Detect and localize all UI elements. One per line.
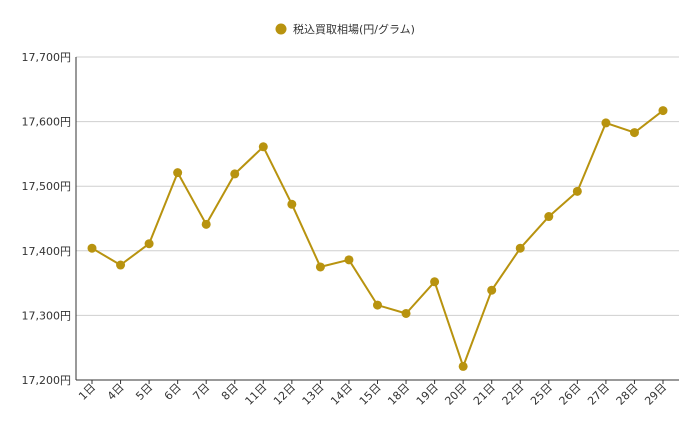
data-point — [544, 212, 554, 222]
x-tick-label: 19日 — [414, 381, 441, 408]
x-tick-label: 22日 — [500, 381, 527, 408]
data-point — [373, 300, 382, 310]
x-tick-label: 6日 — [162, 381, 184, 403]
x-tick-label: 13日 — [300, 381, 327, 408]
data-point — [173, 168, 183, 178]
data-point — [144, 239, 154, 249]
x-tick-label: 1日 — [76, 381, 98, 403]
x-tick-label: 15日 — [357, 381, 384, 408]
y-tick-label: 17,400円 — [22, 245, 72, 258]
data-point — [315, 262, 325, 272]
x-tick-label: 21日 — [471, 381, 498, 408]
data-point — [258, 142, 268, 152]
data-point — [230, 169, 240, 179]
x-tick-label: 25日 — [528, 381, 555, 408]
axes — [75, 57, 679, 384]
y-tick-label: 17,600円 — [22, 116, 72, 129]
x-tick-label: 29日 — [642, 381, 669, 408]
series-line — [91, 109, 664, 368]
x-tick-label: 8日 — [219, 381, 241, 403]
legend: 税込買取相場(円/グラム) — [275, 22, 415, 36]
data-point — [487, 285, 497, 295]
legend-marker — [275, 23, 287, 35]
data-point — [401, 308, 411, 318]
data-point — [87, 243, 97, 253]
x-tick-label: 20日 — [442, 381, 469, 408]
x-tick-label: 7日 — [190, 381, 212, 403]
series — [87, 106, 668, 371]
y-tick-label: 17,500円 — [22, 180, 72, 193]
y-tick-label: 17,200円 — [22, 374, 72, 387]
x-tick-label: 26日 — [557, 381, 584, 408]
data-point — [601, 118, 611, 128]
x-tick-label: 12日 — [271, 381, 298, 408]
x-tick-label: 11日 — [243, 381, 270, 408]
x-tick-label: 5日 — [133, 381, 155, 403]
data-point — [430, 277, 440, 287]
x-tick-label: 27日 — [585, 381, 612, 408]
y-tick-label: 17,700円 — [22, 51, 72, 64]
x-tick-label: 18日 — [385, 381, 412, 408]
data-point — [515, 243, 525, 253]
x-tick-label: 28日 — [614, 381, 641, 408]
data-point — [116, 260, 126, 270]
y-axis-tick-labels: 17,200円 17,300円 17,400円 17,500円 17,600円 17,70… — [22, 51, 72, 387]
y-tick-label: 17,300円 — [22, 309, 72, 322]
data-point — [344, 255, 354, 265]
x-tick-label: 4日 — [105, 381, 127, 403]
data-point — [658, 106, 668, 116]
legend-label: 税込買取相場(円/グラム) — [293, 22, 415, 36]
x-tick-label: 14日 — [328, 381, 355, 408]
data-point — [287, 199, 297, 209]
gridlines — [76, 56, 679, 316]
data-point — [572, 186, 582, 196]
data-point — [629, 128, 639, 138]
x-axis-tick-labels: 1日 4日 5日 6日 7日 8日 11日 12日 13日 14日 15日 18日 19日 20日 21日 2… — [76, 381, 669, 408]
data-point — [201, 219, 211, 229]
data-point — [458, 361, 468, 371]
